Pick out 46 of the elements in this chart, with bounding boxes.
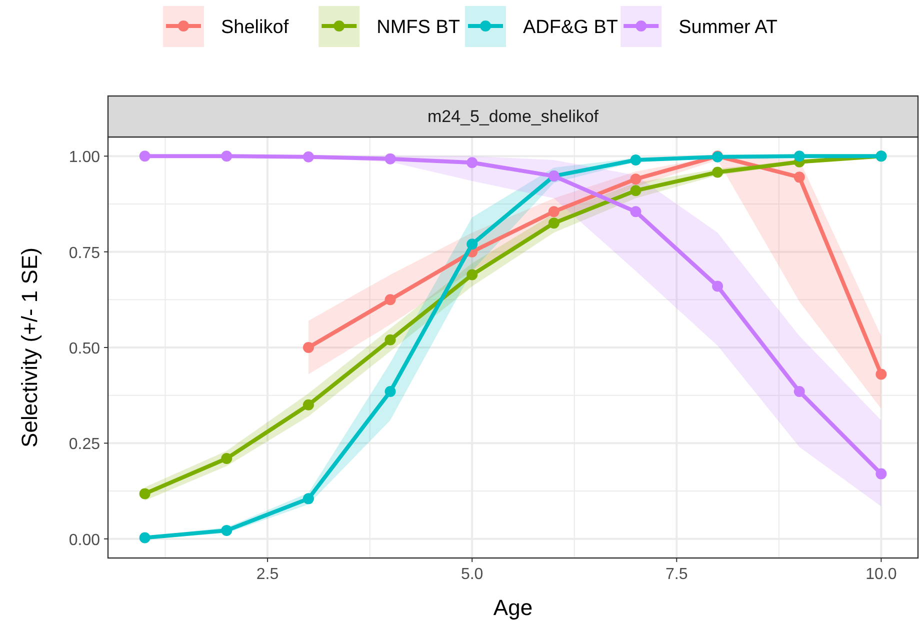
point: [466, 238, 478, 250]
point: [302, 399, 314, 410]
point: [139, 150, 150, 162]
chart-title: m24_5_dome_shelikof: [427, 107, 599, 126]
x-tick-label: 2.5: [256, 566, 279, 583]
point: [794, 386, 805, 398]
point: [548, 218, 560, 229]
legend-label: Summer AT: [678, 17, 778, 38]
point: [221, 524, 232, 536]
point: [630, 174, 642, 185]
point: [712, 280, 724, 292]
point: [384, 153, 396, 164]
legend-label: ADF&G BT: [523, 17, 618, 38]
x-tick-label: 5.0: [460, 566, 484, 583]
point: [630, 154, 642, 166]
point: [794, 172, 805, 183]
point: [630, 185, 642, 196]
point: [139, 532, 150, 544]
point: [876, 468, 887, 480]
x-axis-title: Age: [493, 595, 533, 620]
point: [712, 166, 724, 178]
x-tick-label: 7.5: [666, 566, 688, 583]
point: [302, 151, 314, 162]
y-tick-label: 0.25: [68, 436, 100, 454]
legend-label: NMFS BT: [376, 17, 460, 38]
point: [794, 150, 805, 162]
legend-label: Shelikof: [221, 17, 290, 38]
point: [384, 386, 396, 398]
point: [139, 488, 150, 500]
y-axis-title: Selectivity (+/- 1 SE): [17, 248, 42, 448]
point: [384, 334, 396, 346]
point: [466, 157, 478, 168]
point: [630, 206, 642, 218]
point: [302, 493, 314, 504]
point: [384, 294, 396, 306]
point: [876, 368, 887, 380]
y-tick-label: 1.00: [68, 149, 100, 166]
point: [221, 452, 232, 464]
point: [221, 150, 232, 162]
y-tick-label: 0.75: [68, 244, 100, 262]
y-tick-label: 0.00: [68, 532, 100, 549]
point: [548, 206, 560, 218]
y-tick-label: 0.50: [68, 340, 100, 358]
point: [466, 269, 478, 280]
point: [302, 342, 314, 353]
x-tick-label: 10.0: [866, 566, 897, 583]
